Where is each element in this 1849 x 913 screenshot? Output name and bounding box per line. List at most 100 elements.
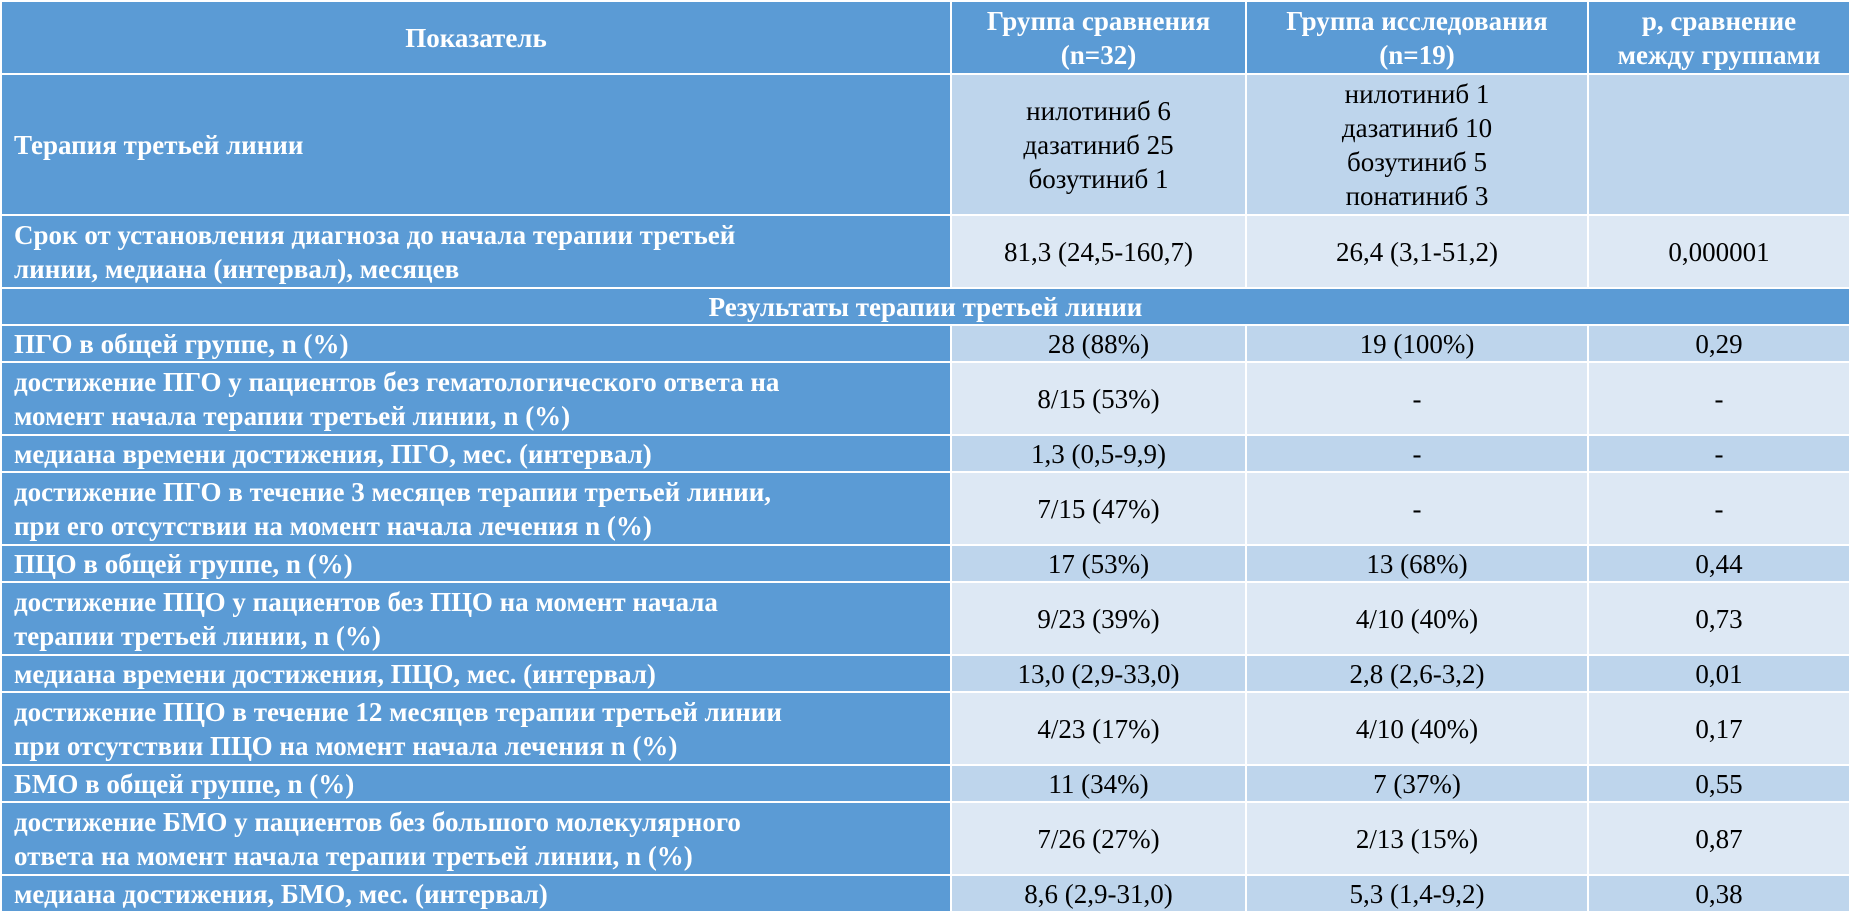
table-row: Срок от установления диагноза до начала …	[0, 214, 1849, 289]
row-label: ПЦО в общей группе, n (%)	[0, 544, 952, 583]
row-label: достижение БМО у пациентов без большого …	[0, 801, 952, 876]
row-p-text: 0,87	[1695, 823, 1743, 854]
row-study-text: 4/10 (40%)	[1355, 713, 1479, 744]
row-label: ПГО в общей группе, n (%)	[0, 324, 952, 363]
row-label: достижение ПЦО в течение 12 месяцев тера…	[0, 691, 952, 766]
row-p-text: -	[1714, 383, 1724, 414]
row-p: 0,87	[1587, 801, 1849, 876]
table-row: ПЦО в общей группе, n (%) 17 (53%) 13 (68%…	[0, 544, 1849, 583]
table-row: достижение ПЦО в течение 12 месяцев тера…	[0, 691, 1849, 766]
row-comparison-text: 28 (88%)	[1047, 328, 1150, 359]
row-study: -	[1245, 434, 1589, 473]
row-p: 0,29	[1587, 324, 1849, 363]
row-comparison: 8,6 (2,9-31,0)	[950, 874, 1247, 913]
therapy-label: Терапия третьей линии	[0, 73, 952, 216]
therapy-study-line: нилотиниб 1	[1344, 78, 1490, 109]
row-p-text: 0,000001	[1668, 236, 1770, 267]
row-p: 0,55	[1587, 764, 1849, 803]
row-comparison-text: 7/15 (47%)	[1037, 493, 1160, 524]
row-p-text: -	[1714, 438, 1724, 469]
table-row: медиана времени достижения, ПГО, мес. (и…	[0, 434, 1849, 473]
row-comparison: 11 (34%)	[950, 764, 1247, 803]
header-comparison-title: Группа сравнения	[986, 5, 1211, 36]
row-comparison-text: 17 (53%)	[1047, 548, 1150, 579]
row-label-line: медиана достижения, БМО, мес. (интервал)	[14, 878, 548, 909]
row-study: -	[1245, 361, 1589, 436]
row-label-line: достижение ПЦО у пациентов без ПЦО на мо…	[14, 586, 718, 617]
header-p-value: p, сравнение между группами	[1587, 0, 1849, 75]
row-study: 4/10 (40%)	[1245, 581, 1589, 656]
table-row: ПГО в общей группе, n (%) 28 (88%) 19 (100…	[0, 324, 1849, 363]
row-study: 4/10 (40%)	[1245, 691, 1589, 766]
row-comparison: 9/23 (39%)	[950, 581, 1247, 656]
row-study-text: 4/10 (40%)	[1355, 603, 1479, 634]
row-comparison: 4/23 (17%)	[950, 691, 1247, 766]
row-p-text: 0,01	[1695, 658, 1743, 689]
row-label: достижение ПЦО у пациентов без ПЦО на мо…	[0, 581, 952, 656]
table-row: достижение ПЦО у пациентов без ПЦО на мо…	[0, 581, 1849, 656]
row-study: 2/13 (15%)	[1245, 801, 1589, 876]
row-label-line: достижение ПГО в течение 3 месяцев терап…	[14, 476, 772, 507]
row-p-text: 0,44	[1695, 548, 1743, 579]
row-label-line: при отсутствии ПЦО на момент начала лече…	[14, 730, 678, 761]
row-comparison-text: 8,6 (2,9-31,0)	[1024, 878, 1173, 909]
row-study-text: 26,4 (3,1-51,2)	[1336, 236, 1498, 267]
table-row: медиана достижения, БМО, мес. (интервал)…	[0, 874, 1849, 913]
row-comparison-text: 13,0 (2,9-33,0)	[1017, 658, 1180, 689]
row-study-text: -	[1412, 493, 1422, 524]
row-p-text: 0,38	[1695, 878, 1743, 909]
row-label-line: медиана времени достижения, ПГО, мес. (и…	[14, 438, 652, 469]
row-comparison: 7/15 (47%)	[950, 471, 1247, 546]
table-row: достижение ПГО у пациентов без гематолог…	[0, 361, 1849, 436]
row-comparison: 1,3 (0,5-9,9)	[950, 434, 1247, 473]
row-p: 0,73	[1587, 581, 1849, 656]
header-indicator-text: Показатель	[405, 22, 547, 53]
row-label: достижение ПГО у пациентов без гематолог…	[0, 361, 952, 436]
row-p: -	[1587, 361, 1849, 436]
row-comparison-text: 7/26 (27%)	[1037, 823, 1160, 854]
row-study-text: 2/13 (15%)	[1355, 823, 1479, 854]
row-comparison-text: 9/23 (39%)	[1037, 603, 1160, 634]
therapy-comparison-line: нилотиниб 6	[1026, 95, 1171, 126]
row-label-line: при его отсутствии на момент начала лече…	[14, 510, 652, 541]
section-row: Результаты терапии третьей линии	[0, 287, 1849, 326]
row-p: 0,01	[1587, 654, 1849, 693]
row-study-text: -	[1412, 383, 1422, 414]
row-p-text: 0,55	[1695, 768, 1743, 799]
row-comparison: 13,0 (2,9-33,0)	[950, 654, 1247, 693]
row-study: 13 (68%)	[1245, 544, 1589, 583]
row-label: медиана времени достижения, ПГО, мес. (и…	[0, 434, 952, 473]
row-label-line: достижение ПГО у пациентов без гематолог…	[14, 366, 780, 397]
section-title-text: Результаты терапии третьей линии	[708, 291, 1143, 322]
row-comparison-text: 4/23 (17%)	[1037, 713, 1160, 744]
row-comparison: 81,3 (24,5-160,7)	[950, 214, 1247, 289]
row-p: 0,000001	[1587, 214, 1849, 289]
row-comparison: 17 (53%)	[950, 544, 1247, 583]
row-label-line: ПЦО в общей группе, n (%)	[14, 548, 353, 579]
section-title: Результаты терапии третьей линии	[0, 287, 1849, 326]
row-label: достижение ПГО в течение 3 месяцев терап…	[0, 471, 952, 546]
row-p: 0,38	[1587, 874, 1849, 913]
row-p: 0,17	[1587, 691, 1849, 766]
header-comparison-group: Группа сравнения (n=32)	[950, 0, 1247, 75]
row-label-line: Срок от установления диагноза до начала …	[14, 219, 736, 250]
header-p-line1: p, сравнение	[1641, 5, 1797, 36]
row-label: медиана достижения, БМО, мес. (интервал)	[0, 874, 952, 913]
row-label-line: момент начала терапии третьей линии, n (…	[14, 400, 571, 431]
therapy-comparison: нилотиниб 6 дазатиниб 25 бозутиниб 1	[950, 73, 1247, 216]
therapy-row: Терапия третьей линии нилотиниб 6 дазати…	[0, 73, 1849, 216]
table-row: медиана времени достижения, ПЦО, мес. (и…	[0, 654, 1849, 693]
row-study: 5,3 (1,4-9,2)	[1245, 874, 1589, 913]
row-study-text: 5,3 (1,4-9,2)	[1349, 878, 1485, 909]
row-label: БМО в общей группе, n (%)	[0, 764, 952, 803]
row-label-line: медиана времени достижения, ПЦО, мес. (и…	[14, 658, 656, 689]
row-study: 26,4 (3,1-51,2)	[1245, 214, 1589, 289]
row-label-line: ПГО в общей группе, n (%)	[14, 328, 349, 359]
row-label-line: достижение ПЦО в течение 12 месяцев тера…	[14, 696, 782, 727]
row-label: Срок от установления диагноза до начала …	[0, 214, 952, 289]
row-p: -	[1587, 471, 1849, 546]
row-p-text: -	[1714, 493, 1724, 524]
row-label-line: терапии третьей линии, n (%)	[14, 620, 381, 651]
row-p: -	[1587, 434, 1849, 473]
table-row: достижение ПГО в течение 3 месяцев терап…	[0, 471, 1849, 546]
